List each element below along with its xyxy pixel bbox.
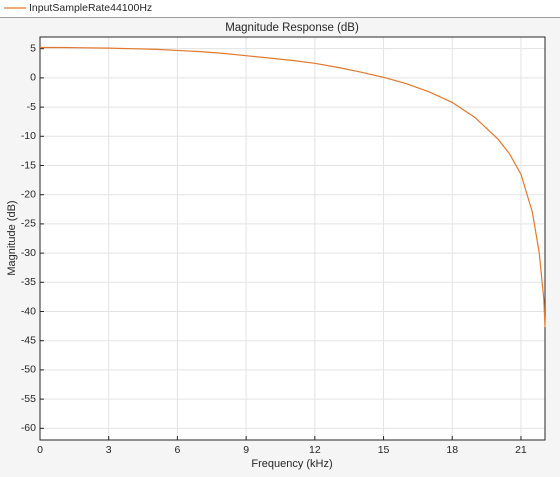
y-tick-label: -60 <box>21 422 36 434</box>
x-tick-label: 18 <box>446 444 458 456</box>
y-axis-label: Magnitude (dB) <box>6 200 18 275</box>
x-tick-label: 12 <box>309 444 321 456</box>
y-tick-label: -30 <box>21 247 36 259</box>
x-tick-label: 6 <box>174 444 180 456</box>
x-tick-label: 3 <box>106 444 112 456</box>
y-tick-label: -35 <box>21 276 36 288</box>
plot-border <box>39 36 546 441</box>
chart-title: Magnitude Response (dB) <box>225 22 359 34</box>
x-tick-label: 0 <box>37 444 43 456</box>
plot-area <box>40 37 545 440</box>
y-tick-label: -10 <box>21 130 36 142</box>
y-tick-label: -40 <box>21 305 36 317</box>
y-tick-label: -20 <box>21 188 36 200</box>
y-tick-label: -55 <box>21 393 36 405</box>
y-tick-label: 5 <box>30 42 36 54</box>
y-tick-label: 0 <box>30 72 36 84</box>
line-series <box>40 46 546 328</box>
y-tick-label: -25 <box>21 218 36 230</box>
x-tick-label: 15 <box>378 444 390 456</box>
y-tick-label: -15 <box>21 159 36 171</box>
x-tick-label: 21 <box>515 444 527 456</box>
legend-bar <box>0 0 560 17</box>
y-tick-label: -45 <box>21 334 36 346</box>
x-axis-label: Frequency (kHz) <box>251 458 332 470</box>
legend-label: InputSampleRate44100Hz <box>29 2 152 14</box>
y-tick-label: -5 <box>27 101 36 113</box>
x-tick-label: 9 <box>243 444 249 456</box>
y-tick-label: -50 <box>21 364 36 376</box>
